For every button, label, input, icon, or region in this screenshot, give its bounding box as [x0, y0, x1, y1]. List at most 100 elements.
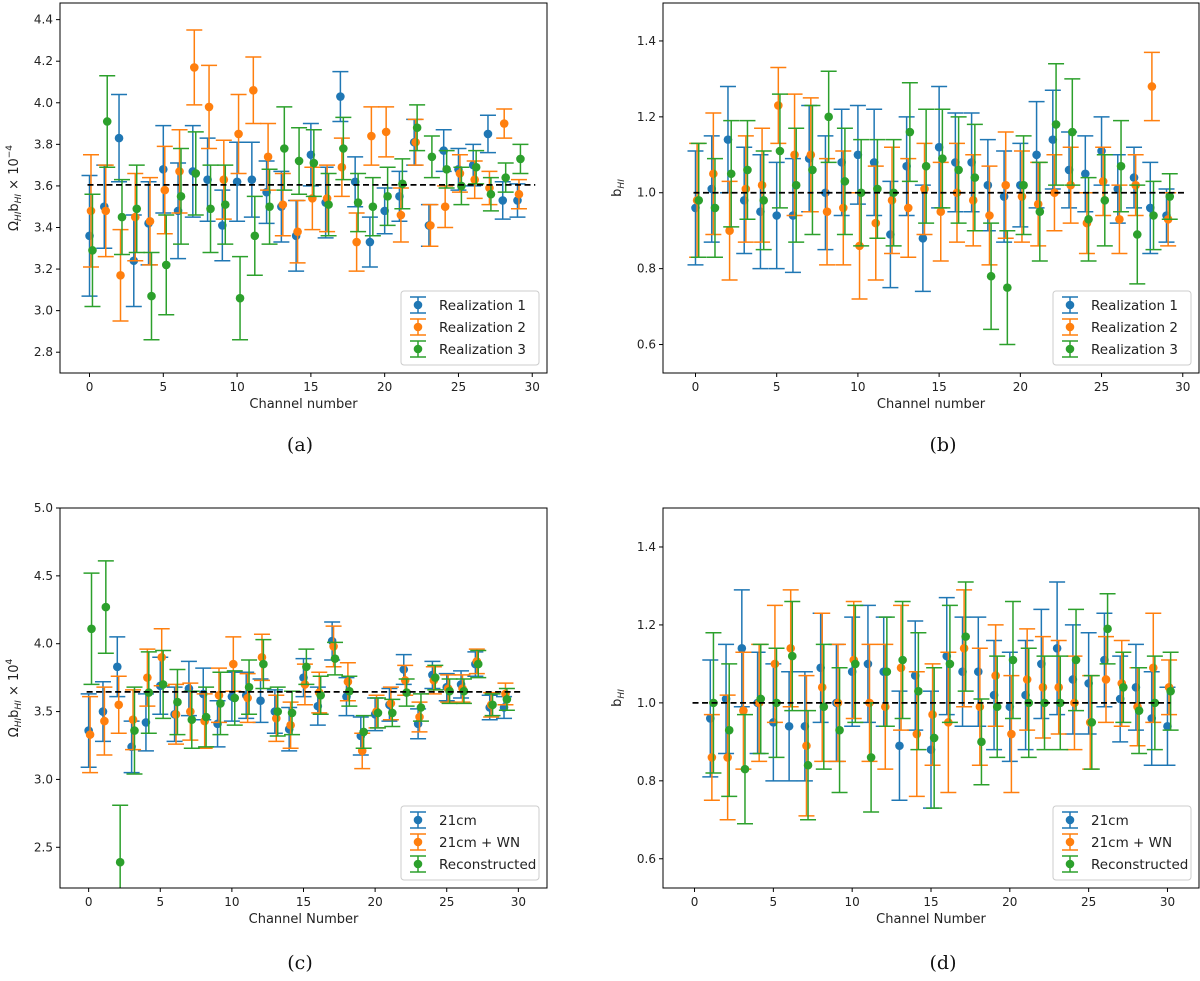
data-point — [991, 671, 1000, 680]
data-point — [287, 708, 297, 718]
y-tick-label: 4.4 — [34, 13, 53, 27]
x-tick-label: 15 — [931, 380, 946, 394]
data-point — [1116, 161, 1126, 171]
data-point — [101, 602, 111, 612]
data-point — [882, 667, 892, 676]
data-point — [786, 644, 795, 653]
data-point — [189, 63, 199, 72]
y-tick-label: 1.0 — [637, 696, 656, 710]
data-point — [498, 196, 508, 205]
data-point — [186, 707, 195, 716]
y-tick-label: 1.2 — [637, 110, 656, 124]
data-point — [488, 700, 497, 710]
data-point — [216, 699, 225, 708]
x-tick-label: 30 — [525, 380, 540, 394]
y-tick-label: 1.4 — [637, 540, 656, 554]
legend-label: Reconstructed — [1091, 857, 1188, 873]
data-point — [206, 204, 215, 214]
data-point — [866, 753, 876, 762]
data-point — [898, 655, 907, 665]
data-point — [740, 764, 750, 774]
data-point — [400, 676, 410, 685]
y-tick-label: 4.5 — [34, 569, 53, 583]
data-point — [853, 150, 863, 160]
series-0 — [687, 85, 1175, 293]
data-point — [386, 699, 396, 708]
data-point — [220, 200, 230, 209]
data-point — [806, 150, 816, 160]
data-point — [336, 92, 345, 101]
data-point — [954, 165, 963, 175]
data-point — [187, 715, 197, 725]
data-point — [339, 144, 348, 153]
data-point — [415, 712, 424, 722]
data-point — [1084, 215, 1093, 224]
data-point — [938, 154, 947, 163]
data-point — [473, 659, 483, 669]
chart-panel-2: 0 5 10 15 20 25 30 2.5 3.0 3.5 4.0 4.5 5.0 Channel Nu… — [5, 501, 548, 974]
data-point — [161, 260, 171, 270]
data-point — [739, 706, 748, 715]
data-point — [1051, 120, 1061, 129]
data-point — [968, 196, 978, 205]
data-point — [863, 659, 873, 669]
data-point — [802, 741, 811, 751]
data-point — [175, 167, 184, 176]
data-point — [286, 720, 295, 730]
y-tick-label: 3.2 — [34, 262, 53, 276]
data-point — [373, 708, 383, 718]
data-point — [1055, 698, 1065, 708]
x-tick-label: 0 — [692, 380, 700, 394]
data-point — [961, 632, 970, 641]
legend: Realization 1 Realization 2 Realization 3 — [400, 290, 540, 366]
data-point — [230, 693, 240, 703]
data-point — [1100, 196, 1110, 205]
data-point — [176, 192, 186, 201]
series-2 — [84, 75, 529, 341]
legend-label: 21cm + WN — [1091, 835, 1172, 851]
x-tick-label: 30 — [1160, 895, 1175, 909]
data-point — [273, 707, 283, 716]
data-point — [483, 129, 493, 139]
plot-area — [80, 560, 515, 888]
data-point — [726, 169, 736, 179]
data-point — [426, 221, 435, 230]
legend: Realization 1 Realization 2 Realization 3 — [1052, 290, 1192, 366]
panel-caption: (c) — [287, 952, 312, 974]
data-point — [381, 127, 391, 137]
y-tick-label: 3.6 — [34, 179, 53, 193]
data-point — [1132, 230, 1142, 239]
data-point — [918, 233, 928, 243]
data-point — [416, 703, 426, 712]
data-point — [128, 715, 138, 725]
data-point — [309, 158, 319, 168]
legend-marker — [1065, 344, 1075, 354]
data-point — [1097, 146, 1106, 156]
data-point — [871, 218, 881, 228]
data-point — [132, 204, 142, 214]
data-point — [249, 86, 258, 95]
x-tick-label: 15 — [296, 895, 311, 909]
data-point — [977, 737, 986, 747]
data-point — [502, 695, 512, 704]
data-point — [412, 123, 422, 133]
data-point — [784, 721, 794, 731]
data-point — [824, 112, 833, 122]
y-tick-label: 0.6 — [637, 852, 656, 866]
data-point — [345, 686, 354, 696]
chart-panel-1: 0 5 10 15 20 25 30 0.6 0.8 1.0 1.2 1.4 Channel numbe… — [610, 2, 1200, 456]
data-point — [1148, 663, 1158, 673]
data-point — [1103, 624, 1112, 634]
data-point — [101, 206, 111, 216]
x-tick-label: 30 — [511, 895, 526, 909]
data-point — [367, 131, 376, 141]
data-point — [294, 156, 304, 166]
legend: 21cm 21cm + WN Reconstructed — [400, 805, 540, 881]
data-point — [1166, 686, 1175, 696]
axes-frame — [662, 2, 1200, 374]
x-tick-label: 30 — [1175, 380, 1190, 394]
legend-marker — [413, 344, 423, 354]
data-point — [514, 189, 524, 199]
data-point — [791, 180, 801, 190]
data-point — [835, 725, 844, 735]
